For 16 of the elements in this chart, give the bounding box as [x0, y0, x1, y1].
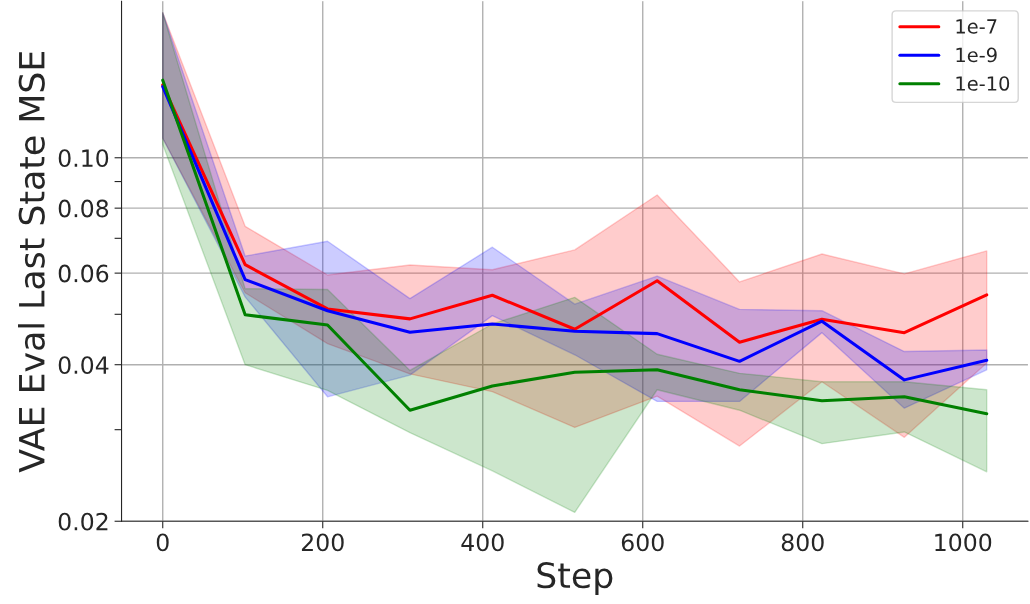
y-tick-label: 0.04	[58, 356, 109, 375]
legend-label: 1e-7	[956, 19, 997, 34]
legend-label: 1e-9	[956, 47, 997, 63]
y-tick-label: 0.02	[58, 512, 108, 531]
y-tick-label: 0.06	[58, 264, 109, 283]
y-tick-label: 0.08	[58, 199, 109, 218]
x-axis-title: Step	[537, 562, 613, 596]
y-tick-label: 0.10	[58, 149, 109, 168]
x-tick-label: 0	[156, 533, 169, 552]
y-axis-title: VAE Eval Last State MSE	[18, 51, 45, 473]
x-tick-label: 200	[301, 533, 344, 552]
x-tick-label: 1000	[935, 533, 992, 552]
legend-label: 1e-10	[956, 76, 1010, 91]
x-tick-label: 400	[461, 533, 504, 552]
x-tick-label: 800	[781, 533, 824, 552]
x-tick-label: 600	[621, 533, 664, 552]
